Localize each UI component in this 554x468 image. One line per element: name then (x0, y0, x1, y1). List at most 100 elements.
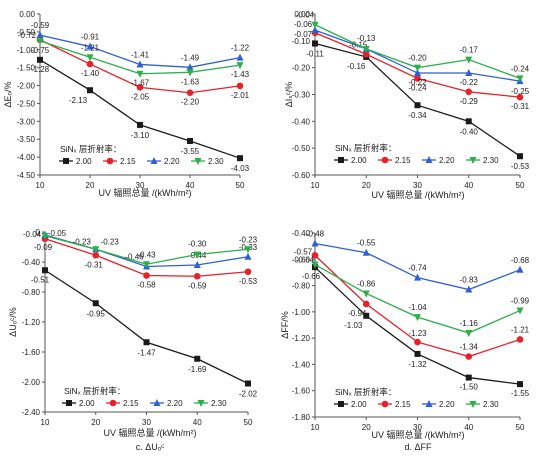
x-tick-label: 30 (413, 181, 422, 190)
data-point (87, 87, 93, 94)
y-tick-label: -0.40 (292, 229, 311, 238)
data-label: -0.75 (31, 46, 50, 55)
data-point (414, 350, 421, 357)
data-label: -0.43 (137, 250, 156, 259)
data-label: -0.29 (460, 97, 479, 106)
legend-label: 2.00 (351, 400, 367, 409)
x-tick-label: 50 (236, 181, 245, 190)
series-2.30: -0.64 -0.86 -1.04 -1.16 -0.99 (296, 256, 530, 337)
data-label: -0.74 (408, 264, 427, 273)
y-tick-label: -0.80 (22, 288, 41, 297)
data-point (36, 37, 44, 45)
data-point (516, 75, 524, 83)
y-tick-label: -1.20 (292, 334, 311, 343)
legend-marker (469, 157, 477, 164)
data-point (517, 381, 523, 388)
legend-marker (338, 157, 344, 163)
data-point (311, 26, 319, 34)
data-label: -0.59 (188, 281, 207, 290)
data-label: -0.64 (296, 256, 315, 265)
legend-marker (150, 157, 158, 164)
series-2.20: -0.48 -0.55 -0.74 -0.83 -0.68 (306, 230, 530, 293)
y-axis-label: ΔFF/% (280, 311, 290, 339)
data-point (92, 251, 100, 259)
x-tick-label: 40 (186, 181, 195, 190)
data-point (465, 353, 473, 360)
legend-marker (153, 399, 161, 406)
data-point (237, 155, 243, 162)
data-label: -1.22 (231, 44, 250, 53)
legend-label: 2.30 (483, 400, 499, 409)
data-point (465, 285, 473, 293)
data-label: -0.13 (357, 34, 376, 43)
data-point (236, 62, 244, 70)
legend-label: 2.20 (439, 156, 455, 165)
data-label: -1.16 (460, 319, 479, 328)
y-tick-label: -1.50 (17, 64, 36, 73)
series-2.15: -0.09 -0.31 -0.58 -0.59 -0.53 (34, 235, 258, 290)
data-label: -0.94 (348, 309, 367, 318)
data-point (186, 69, 194, 77)
legend-marker (381, 156, 389, 164)
y-tick-label: -0.40 (22, 258, 41, 267)
data-point (414, 314, 421, 322)
chart-panel-4: -0.40 -0.60 -0.80 -1.00 -1.20 -1.40 -1.60 -1.80… (280, 229, 530, 452)
data-label: -1.34 (460, 343, 479, 352)
data-label: -1.43 (231, 70, 250, 79)
data-point (414, 64, 421, 72)
y-tick-label: -2.50 (17, 99, 36, 108)
x-tick-label: 40 (464, 181, 473, 190)
data-label: -0.48 (306, 230, 325, 239)
legend-marker (63, 158, 69, 164)
data-point (465, 374, 472, 381)
data-point (362, 300, 370, 308)
data-label: -0.66 (302, 272, 321, 281)
legend-label: 2.20 (164, 157, 180, 166)
data-point (143, 272, 150, 279)
data-label: -0.95 (87, 309, 106, 318)
data-label: -1.28 (31, 65, 50, 74)
x-axis-label: UV 辐照总量 /(kWh/m²) (99, 187, 192, 198)
data-label: -1.67 (131, 79, 150, 88)
legend-label: 2.30 (483, 156, 499, 165)
data-label: -0.55 (357, 239, 376, 248)
y-tick-label: -2.40 (22, 408, 41, 417)
x-tick-label: 50 (516, 181, 525, 190)
x-tick-label: 30 (142, 418, 151, 427)
data-label: -0.07 (294, 30, 313, 39)
data-point (86, 42, 94, 50)
data-label: -1.69 (188, 365, 207, 374)
y-tick-label: -2.00 (22, 378, 41, 387)
series-2.30: -0.75 -1.21 -1.67 -1.63 -1.43 (31, 37, 250, 88)
legend-marker (66, 400, 72, 406)
data-label: -0.31 (511, 102, 530, 111)
y-tick-label: -0.30 (292, 91, 311, 100)
legend-label: 2.30 (211, 399, 227, 408)
data-label: -2.20 (181, 98, 200, 107)
data-point (414, 338, 421, 346)
data-point (311, 261, 319, 269)
data-label: -0.04 (296, 11, 315, 20)
x-axis-label: UV 辐照总量 /(kWh/m²) (104, 427, 197, 438)
data-label: -3.10 (131, 131, 150, 140)
data-label: -1.41 (131, 50, 150, 59)
data-point (362, 45, 370, 53)
y-tick-label: -0.50 (17, 28, 36, 37)
data-label: -0.83 (460, 276, 479, 285)
data-label: -0.23 (73, 237, 92, 246)
y-tick-label: -0.60 (292, 255, 311, 264)
series-2.20: -0.59 -0.91 -1.41 -1.49 -1.22 (31, 21, 250, 71)
data-point (414, 102, 421, 109)
data-point (92, 246, 100, 254)
data-point (143, 339, 150, 346)
data-point (245, 380, 251, 387)
y-tick-label: -1.80 (292, 413, 311, 422)
data-point (136, 70, 144, 78)
y-tick-label: -0.60 (292, 171, 311, 180)
data-point (465, 69, 473, 77)
chart-panel-1: 0.00-0.50-1.00-1.50-2.00-2.50-3.00-3.50-… (3, 10, 250, 198)
data-point (465, 88, 473, 96)
data-label: -0.23 (101, 237, 120, 246)
